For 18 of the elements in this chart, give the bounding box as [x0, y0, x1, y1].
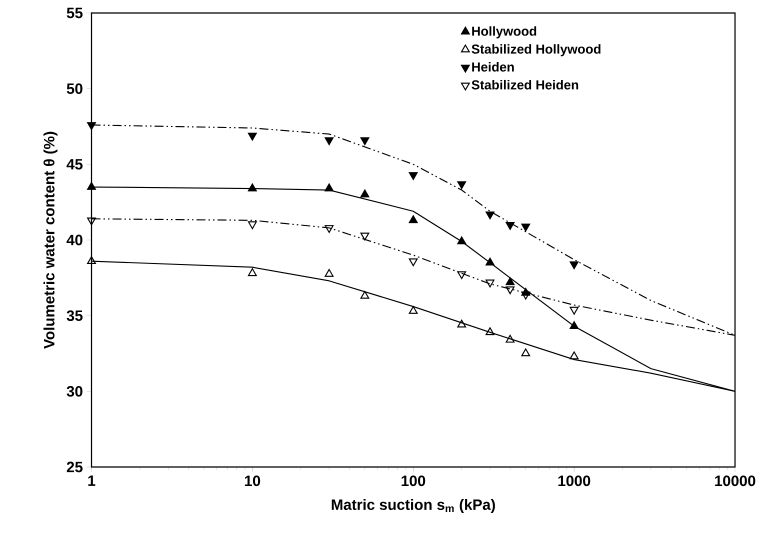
y-tick-label: 35 [66, 310, 83, 321]
y-axis-title: Volumetric water content θ (%) [43, 132, 58, 349]
x-tick-label: 1000 [558, 476, 590, 486]
legend-label: Stabilized Heiden [472, 80, 578, 90]
legend-label: Heiden [472, 62, 514, 72]
y-tick-label: 30 [66, 386, 82, 397]
y-tick-label: 40 [66, 234, 82, 246]
y-tick-label: 45 [66, 159, 83, 170]
legend-label: Stabilized Hollywood [472, 44, 600, 56]
x-axis-title: Matric suction s$_{m}$ (kPa) [332, 498, 495, 513]
x-tick-label: 100 [402, 476, 426, 486]
y-tick-label: 55 [66, 8, 83, 18]
y-tick-label: 25 [66, 462, 83, 472]
x-tick-label: 1 [88, 476, 96, 486]
x-tick-label: 10 [244, 476, 260, 486]
legend-label: Hollywood [472, 26, 536, 38]
y-tick-label: 50 [66, 83, 82, 94]
x-tick-label: 10000 [715, 476, 756, 486]
